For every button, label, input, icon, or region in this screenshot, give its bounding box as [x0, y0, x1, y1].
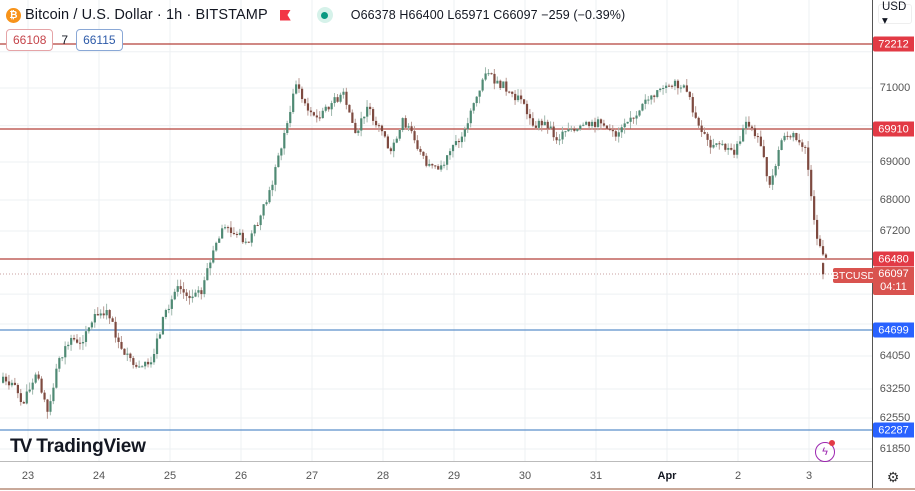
time-label: 3	[805, 470, 813, 482]
time-label: 2	[734, 470, 742, 482]
price-label: 61850	[879, 443, 911, 455]
notification-dot	[829, 440, 835, 446]
time-label: 23	[21, 470, 35, 482]
symbol-price-tag: BTCUSD	[831, 268, 876, 283]
tradingview-wordmark: TradingView	[36, 436, 146, 457]
price-axis[interactable]	[872, 0, 915, 490]
level-price-tag: 64699	[873, 322, 914, 338]
tradingview-logo[interactable]: TV TradingView	[10, 436, 146, 458]
low-value: L65971	[447, 8, 490, 22]
ohlc-values: O66378 H66400 L65971 C66097 −259 (−0.39%…	[351, 8, 626, 22]
price-label: 67200	[879, 225, 911, 237]
trade-buttons: 66108 7 66115	[6, 29, 123, 51]
time-label: 30	[518, 470, 532, 482]
high-value: H66400	[399, 8, 444, 22]
red-flag-icon[interactable]	[279, 9, 291, 21]
price-label: 64050	[879, 350, 911, 362]
time-axis[interactable]	[0, 461, 872, 491]
price-label: 62550	[879, 412, 911, 424]
time-label: 27	[305, 470, 319, 482]
time-label: 24	[92, 470, 106, 482]
chart-legend-header: ₿ Bitcoin / U.S. Dollar · 1h · BITSTAMP …	[6, 4, 625, 26]
bottom-border	[0, 488, 915, 490]
time-label: Apr	[657, 470, 677, 482]
change-value: −259 (−0.39%)	[541, 8, 626, 22]
settings-gear-icon[interactable]: ⚙	[886, 468, 900, 485]
price-label: 63250	[879, 383, 911, 395]
open-value: O66378	[350, 8, 396, 22]
bar-countdown: 04:11	[880, 281, 907, 293]
bitcoin-coin-icon: ₿	[6, 7, 21, 23]
lightning-alert-icon[interactable]: ϟ	[815, 442, 835, 462]
price-label: 68000	[879, 194, 911, 206]
candlestick-plot[interactable]	[0, 0, 872, 461]
time-label: 31	[589, 470, 603, 482]
spread-value: 7	[61, 33, 69, 47]
symbol-title[interactable]: Bitcoin / U.S. Dollar · 1h · BITSTAMP	[25, 7, 268, 23]
price-label: 71000	[879, 82, 911, 94]
buy-price-button[interactable]: 66115	[76, 29, 123, 51]
close-value: C66097	[493, 8, 538, 22]
price-label: 69000	[879, 156, 911, 168]
time-label: 26	[234, 470, 248, 482]
level-price-tag: 72212	[873, 36, 914, 52]
currency-selector[interactable]: USD ▾	[878, 1, 912, 27]
time-label: 29	[447, 470, 461, 482]
level-price-tag: 62287	[873, 422, 914, 438]
time-label: 28	[376, 470, 390, 482]
current-price: 66097	[878, 268, 909, 280]
level-price-tag: 66480	[873, 251, 914, 267]
level-price-tag: 69910	[873, 121, 914, 137]
time-label: 25	[163, 470, 177, 482]
tradingview-mark-icon: TV	[10, 436, 32, 457]
market-open-dot-icon	[316, 7, 333, 23]
current-price-tag: 66097 04:11	[873, 267, 914, 295]
sell-price-button[interactable]: 66108	[6, 29, 54, 51]
